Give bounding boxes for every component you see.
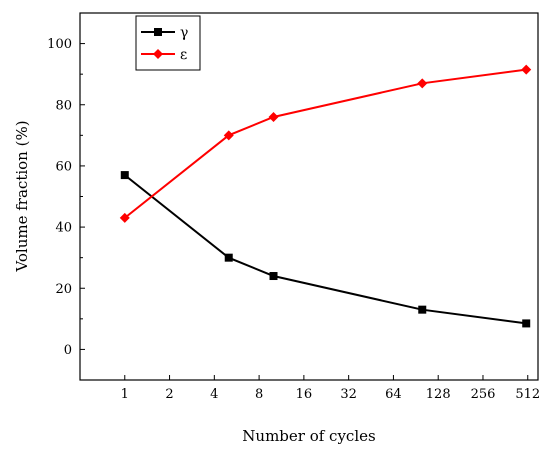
- x-tick-label: 1: [121, 387, 129, 402]
- y-axis-ticks: 0 20 40 60 80 100: [47, 37, 85, 358]
- y-tick-label: 0: [64, 343, 72, 358]
- y-tick-label: 40: [55, 221, 72, 236]
- x-tick-label: 16: [296, 387, 313, 402]
- legend: γε: [135, 15, 201, 71]
- x-axis-title: Number of cycles: [242, 427, 375, 445]
- x-tick-label: 32: [340, 387, 357, 402]
- data-point: [269, 272, 278, 281]
- legend-box: [135, 15, 201, 71]
- x-tick-label: 512: [515, 387, 540, 402]
- data-point: [417, 78, 428, 89]
- data-point: [119, 212, 130, 223]
- x-tick-label: 64: [385, 387, 402, 402]
- series-line-0: [124, 174, 527, 325]
- y-tick-label: 60: [55, 159, 72, 174]
- x-tick-label: 128: [426, 387, 451, 402]
- data-point: [521, 64, 532, 75]
- data-point: [120, 171, 129, 180]
- legend-label: γ: [180, 25, 188, 41]
- x-tick-label: 256: [471, 387, 496, 402]
- data-point: [522, 319, 531, 328]
- legend-label: ε: [180, 47, 187, 63]
- data-point: [268, 111, 279, 122]
- data-point: [418, 305, 427, 314]
- x-tick-label: 2: [165, 387, 173, 402]
- x-tick-label: 8: [255, 387, 263, 402]
- y-axis-title: Volume fraction (%): [13, 120, 31, 272]
- y-tick-label: 80: [55, 98, 72, 113]
- x-axis-ticks: 1 2 4 8 16 32 64 128 256 512: [121, 375, 540, 402]
- legend-swatch-marker: [153, 49, 163, 59]
- y-tick-label: 20: [55, 282, 72, 297]
- data-point: [224, 253, 233, 262]
- series-layer: [119, 64, 532, 328]
- series-line-1: [124, 68, 527, 219]
- y-tick-label: 100: [47, 37, 72, 52]
- legend-swatch-marker: [154, 28, 162, 36]
- x-tick-label: 4: [210, 387, 218, 402]
- data-point: [223, 130, 234, 141]
